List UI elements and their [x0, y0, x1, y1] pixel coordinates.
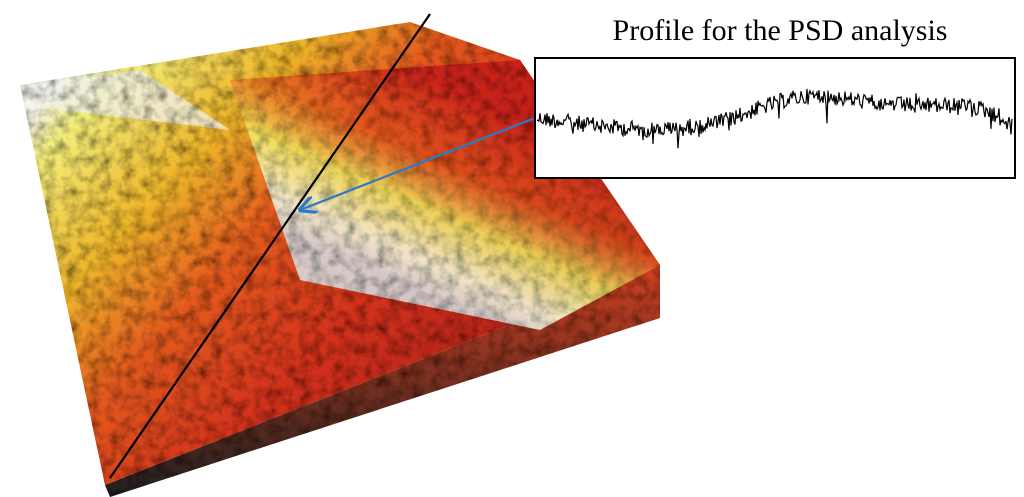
- title: Profile for the PSD analysis: [613, 14, 948, 47]
- profile-box: [534, 57, 1016, 179]
- profile-trace: [536, 88, 1013, 149]
- profile-line: [109, 13, 431, 479]
- arrow: [300, 116, 536, 210]
- surface-highlight: [20, 70, 230, 130]
